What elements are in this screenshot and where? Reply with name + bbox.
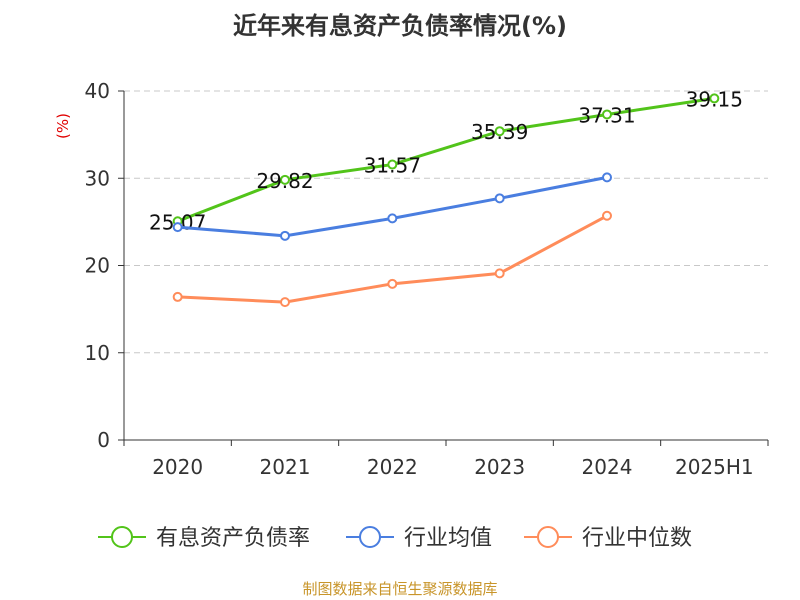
data-point [172, 222, 183, 233]
data-point [602, 172, 612, 183]
x-tick-label: 2023 [474, 455, 525, 479]
y-tick-label: 40 [85, 79, 110, 103]
data-point [602, 210, 612, 221]
x-tick-label: 2024 [582, 455, 633, 479]
data-point [387, 159, 398, 170]
data-point [280, 174, 290, 185]
y-axis-label: (%) [54, 113, 72, 139]
data-point [494, 126, 505, 137]
data-point [387, 213, 398, 224]
data-point [387, 278, 398, 289]
series-line-2 [177, 214, 608, 304]
data-label: 29.82 [256, 169, 313, 193]
legend-marker-icon [537, 526, 559, 548]
data-point [494, 193, 505, 204]
chart-title: 近年来有息资产负债率情况(%) [233, 12, 567, 40]
data-label: 35.39 [471, 120, 528, 144]
x-tick-label: 2025H1 [675, 455, 754, 479]
series-line-0 [177, 96, 715, 223]
data-label: 39.15 [686, 87, 743, 111]
series-line-1 [177, 175, 608, 238]
y-tick-label: 0 [97, 428, 110, 452]
data-point [494, 268, 505, 279]
y-tick-label: 20 [85, 254, 110, 278]
data-point [280, 297, 290, 308]
legend-marker-icon [111, 526, 133, 548]
data-point [280, 230, 290, 241]
source-note: 制图数据来自恒生聚源数据库 [302, 580, 498, 598]
data-point [172, 291, 183, 302]
legend-label: 行业均值 [404, 526, 492, 551]
y-tick-label: 10 [85, 341, 110, 365]
data-point [602, 109, 612, 120]
y-tick-label: 30 [85, 166, 110, 190]
data-label: 37.31 [578, 103, 635, 127]
x-tick-label: 2022 [367, 455, 418, 479]
data-label: 31.57 [364, 154, 421, 178]
x-tick-label: 2020 [152, 455, 203, 479]
legend-label: 行业中位数 [582, 526, 692, 551]
legend-label: 有息资产负债率 [156, 526, 310, 551]
data-point [709, 93, 720, 104]
legend-marker-icon [359, 526, 381, 548]
x-tick-label: 2021 [260, 455, 311, 479]
